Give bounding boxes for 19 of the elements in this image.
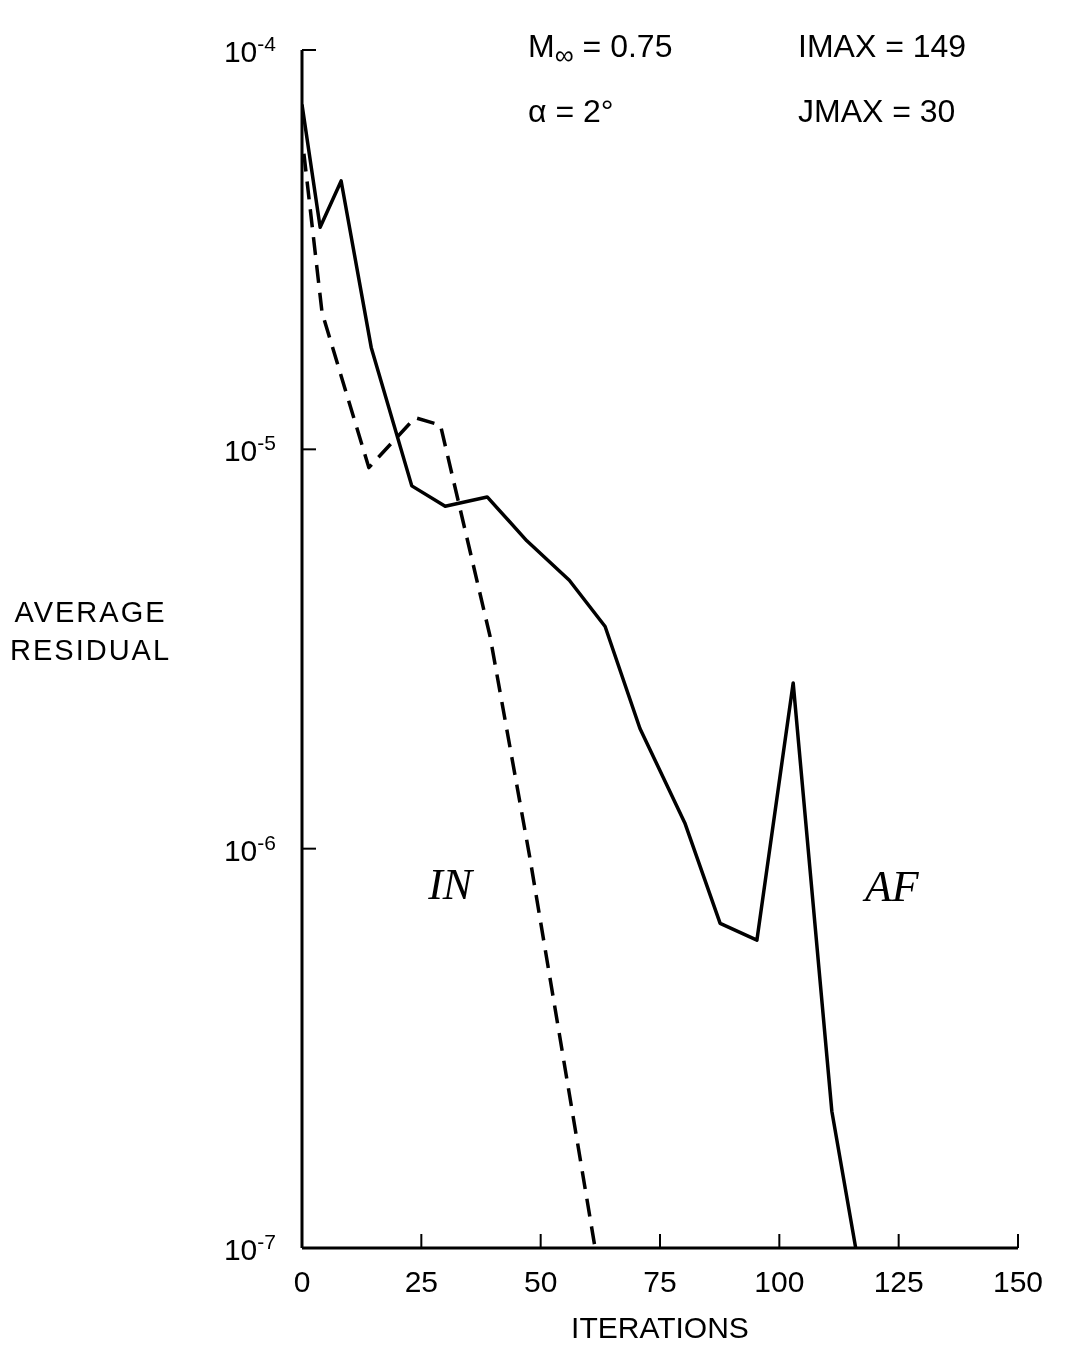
annotation: JMAX = 30 [798, 93, 956, 130]
annotation: M$_{∞}$ = 0.75 [528, 28, 673, 72]
x-tick-label: 25 [404, 1265, 439, 1298]
x-tick-label: 75 [643, 1265, 677, 1298]
x-axis-title: ITERATIONS [571, 1311, 749, 1344]
y-axis-title: AVERAGE RESIDUAL [10, 595, 172, 668]
x-tick-label: 100 [754, 1265, 805, 1298]
y-tick-label: 10$^{-7}$ [223, 1229, 276, 1266]
y-tick-label: 10$^{-5}$ [223, 430, 276, 468]
series-label: IN [427, 860, 475, 910]
y-tick-label: 10$^{-6}$ [223, 830, 276, 867]
annotation: IMAX = 149 [798, 28, 967, 65]
annotation: α = 2° [528, 93, 614, 130]
x-tick-label: 150 [992, 1265, 1044, 1298]
x-tick-label: 50 [523, 1265, 558, 1298]
x-tick-label: 0 [293, 1265, 311, 1298]
x-tick-label: 125 [873, 1265, 924, 1298]
series-label: AF [861, 862, 920, 912]
y-tick-label: 10$^{-4}$ [223, 31, 277, 68]
